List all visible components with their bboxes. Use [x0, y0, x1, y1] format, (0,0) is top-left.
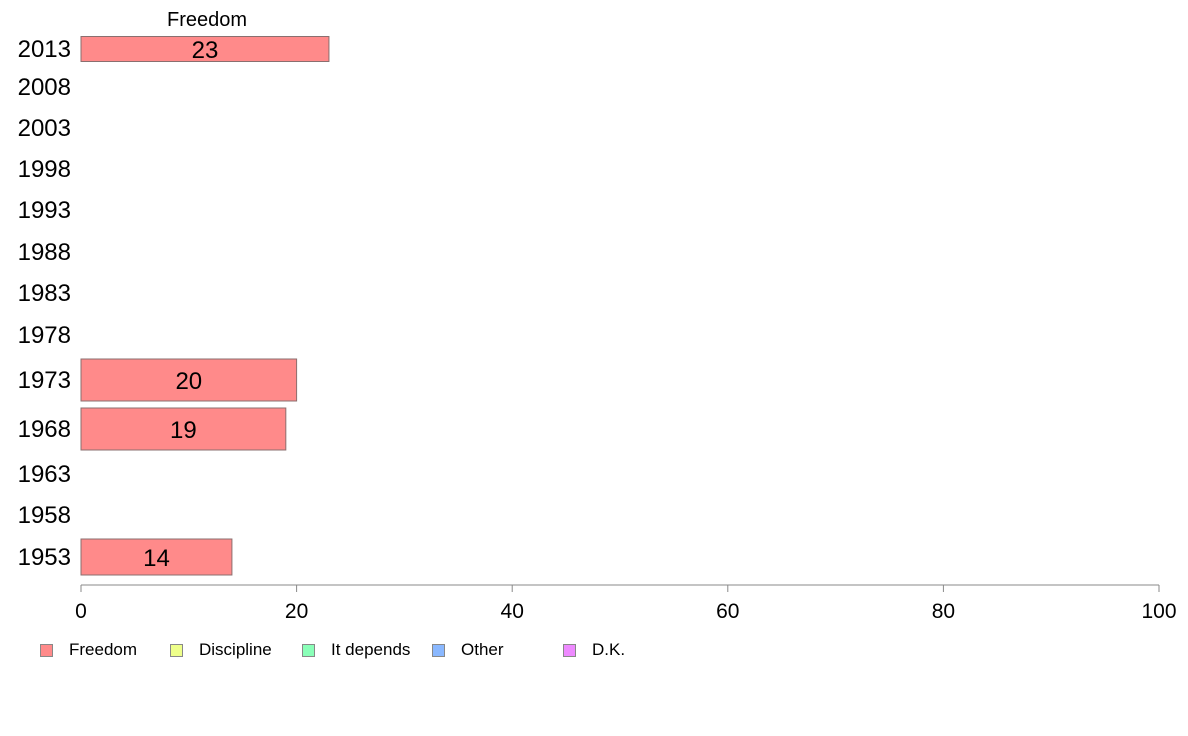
y-tick-label: 1983 — [18, 280, 71, 307]
legend-swatch — [170, 643, 183, 657]
y-tick-label: 1968 — [18, 416, 71, 443]
bar — [80, 36, 330, 62]
x-tick-label: 0 — [75, 600, 87, 623]
bar — [80, 407, 287, 451]
legend-label: Other — [461, 640, 504, 659]
legend-item: Freedom — [40, 640, 137, 660]
bar-value-label: 19 — [170, 417, 197, 444]
y-tick-label: 1978 — [18, 322, 71, 349]
legend-label: Discipline — [199, 640, 272, 659]
x-tick-label: 20 — [285, 600, 308, 623]
legend-swatch — [432, 643, 445, 657]
bar-value-label: 20 — [175, 368, 202, 395]
chart-title: Freedom — [167, 9, 247, 31]
y-tick-label: 1963 — [18, 461, 71, 488]
bars: 23 20 19 14 — [80, 36, 330, 576]
x-tick-label: 100 — [1141, 600, 1176, 623]
bar — [80, 358, 298, 402]
legend-item: It depends — [302, 640, 410, 660]
legend-item: D.K. — [563, 640, 625, 660]
y-tick-label: 1993 — [18, 197, 71, 224]
x-tick-label: 60 — [716, 600, 739, 623]
y-tick-label: 1958 — [18, 502, 71, 529]
legend-label: It depends — [331, 640, 411, 659]
y-tick-label: 1998 — [18, 156, 71, 183]
x-tick-label: 40 — [501, 600, 524, 623]
bar — [80, 538, 233, 576]
legend-item: Discipline — [170, 640, 272, 660]
bar-value-label: 14 — [143, 545, 170, 572]
legend-swatch — [40, 643, 53, 657]
bar-value-label: 23 — [192, 37, 219, 64]
y-tick-label: 1988 — [18, 239, 71, 266]
legend-swatch — [302, 643, 315, 657]
x-tick-label: 80 — [932, 600, 955, 623]
y-tick-label: 2003 — [18, 115, 71, 142]
y-tick-label: 2008 — [18, 74, 71, 101]
y-tick-label: 2013 — [18, 36, 71, 63]
y-tick-label: 1973 — [18, 367, 71, 394]
x-axis: 0 20 40 60 80 100 — [75, 584, 1177, 623]
legend-swatch — [563, 643, 576, 657]
y-axis-labels: 2013 2008 2003 1998 1993 1988 1983 1978 1973 1968… — [18, 36, 71, 571]
legend-item: Other — [432, 640, 504, 660]
legend-label: D.K. — [592, 640, 626, 659]
y-tick-label: 1953 — [18, 544, 71, 571]
legend-label: Freedom — [69, 640, 138, 659]
